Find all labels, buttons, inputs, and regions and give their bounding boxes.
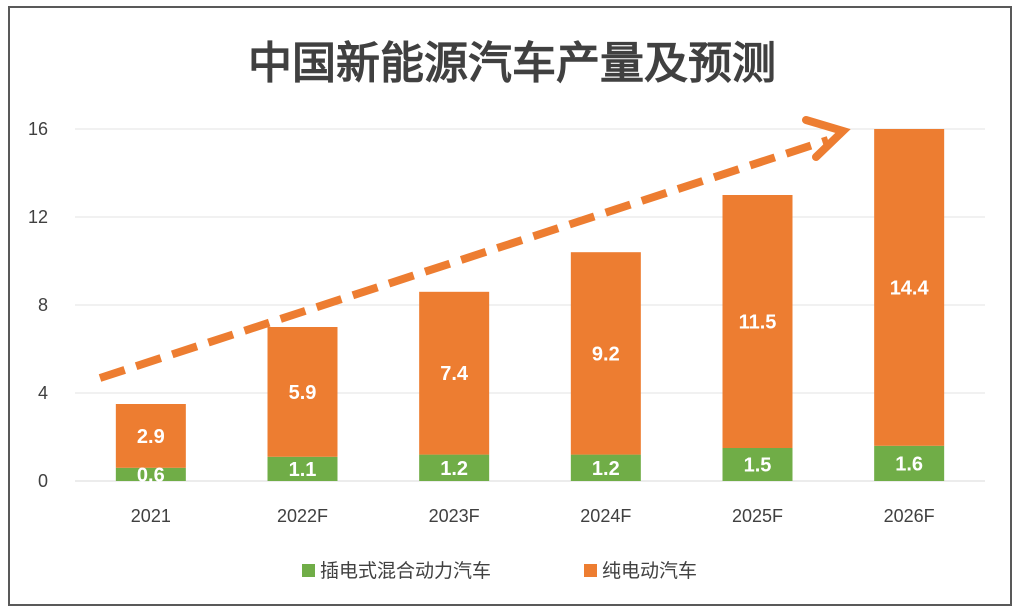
bar-phev-2026F: [874, 445, 945, 481]
bar-bev-2021: [115, 404, 186, 468]
x-tick-2026F: 2026F: [884, 506, 935, 526]
legend-label-bev: 纯电动汽车: [602, 560, 697, 582]
y-tick-4: 4: [38, 383, 48, 403]
y-tick-0: 0: [38, 471, 48, 491]
legend-swatch-phev: [302, 564, 315, 577]
trend-arrow: [98, 116, 851, 382]
y-axis-ticks: 0 4 8 12 16: [28, 119, 48, 491]
y-tick-12: 12: [28, 207, 48, 227]
chart-frame: [8, 6, 1012, 606]
bars: [115, 129, 945, 481]
bar-phev-2022F: [267, 456, 338, 481]
data-label-bev-2025F: 11.5: [739, 312, 777, 334]
data-label-bev-2026F: 14.4: [890, 277, 930, 299]
x-axis-ticks: 2021 2022F 2023F 2024F 2025F 2026F: [131, 506, 935, 526]
data-label-phev-2021: 0.6: [137, 464, 165, 486]
x-tick-2023F: 2023F: [429, 506, 480, 526]
x-tick-2022F: 2022F: [277, 506, 328, 526]
bar-phev-2021: [115, 467, 186, 481]
data-label-phev-2022F: 1.1: [289, 459, 317, 481]
bar-bev-2024F: [570, 252, 641, 455]
data-labels: 0.6 2.9 1.1 5.9 1.2 7.4 1.2 9.2 1.5 11.5 1.6 14.4: [137, 277, 930, 486]
bar-bev-2023F: [419, 291, 490, 455]
x-tick-2024F: 2024F: [580, 506, 631, 526]
legend: 插电式混合动力汽车 纯电动汽车: [302, 560, 697, 582]
data-label-phev-2026F: 1.6: [895, 453, 923, 475]
x-tick-2025F: 2025F: [732, 506, 783, 526]
trend-arrow-line: [98, 136, 830, 382]
bar-phev-2024F: [570, 454, 641, 481]
legend-label-phev: 插电式混合动力汽车: [320, 560, 491, 582]
y-tick-8: 8: [38, 295, 48, 315]
data-label-bev-2022F: 5.9: [289, 382, 317, 404]
data-label-bev-2021: 2.9: [137, 426, 165, 448]
data-label-phev-2025F: 1.5: [744, 455, 772, 477]
bar-phev-2023F: [419, 454, 490, 481]
bar-bev-2025F: [722, 195, 793, 448]
gridlines: [75, 128, 985, 482]
bar-bev-2022F: [267, 327, 338, 457]
bar-bev-2026F: [874, 129, 945, 446]
data-label-phev-2024F: 1.2: [592, 458, 620, 480]
legend-swatch-bev: [584, 564, 597, 577]
y-tick-16: 16: [28, 119, 48, 139]
data-label-bev-2023F: 7.4: [440, 363, 469, 385]
chart-title: 中国新能源汽车产量及预测: [248, 38, 776, 89]
data-label-bev-2024F: 9.2: [592, 343, 620, 365]
x-tick-2021: 2021: [131, 506, 171, 526]
trend-arrow-head: [802, 116, 851, 161]
data-label-phev-2023F: 1.2: [440, 458, 468, 480]
bar-phev-2025F: [722, 448, 793, 481]
